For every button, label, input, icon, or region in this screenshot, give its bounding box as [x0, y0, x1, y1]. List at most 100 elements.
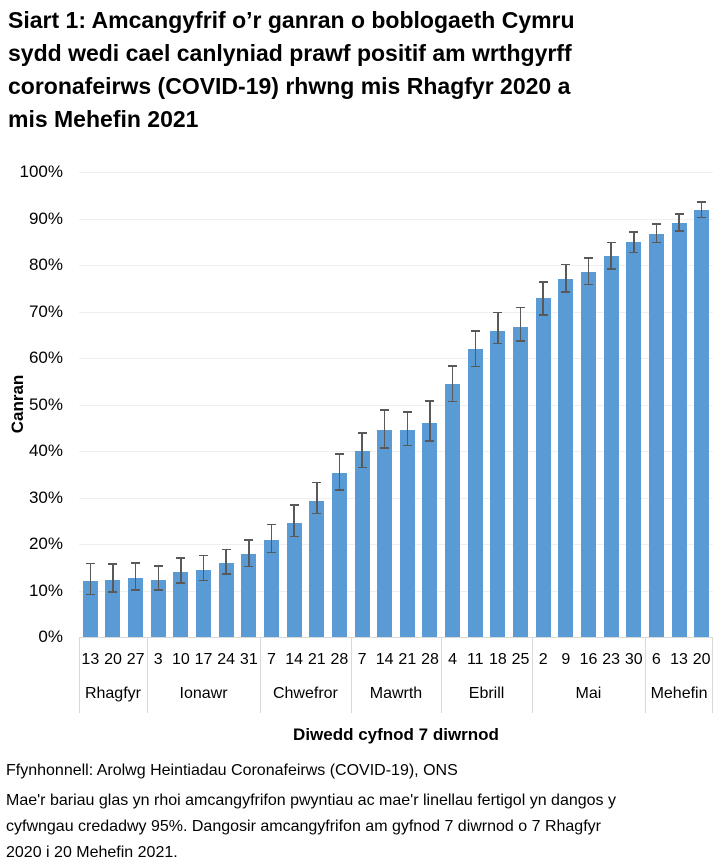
error-bar-cap-top	[674, 213, 684, 215]
error-bar-line	[587, 257, 590, 286]
error-bar-line	[542, 281, 544, 316]
error-bar-line	[112, 563, 114, 593]
y-tick-label: 80%	[28, 255, 63, 274]
x-date-label: 13	[670, 651, 688, 668]
error-bar-line	[700, 201, 703, 219]
error-bar-cap-top	[561, 263, 571, 266]
x-date-label: 11	[466, 651, 484, 668]
x-month-label: Mai	[575, 685, 602, 702]
error-bar-line	[474, 330, 476, 368]
x-date-label: 17	[194, 651, 213, 668]
bar	[309, 500, 325, 637]
error-bar-line	[202, 554, 205, 582]
error-bar-cap-bottom	[516, 340, 526, 342]
error-bar-cap-bottom	[312, 512, 322, 515]
x-axis-separator	[79, 638, 80, 713]
bar	[535, 298, 551, 637]
error-bar-cap-top	[606, 241, 616, 244]
bar	[82, 581, 98, 637]
error-bar-line	[361, 432, 363, 469]
y-gridline	[79, 451, 713, 452]
bar	[399, 430, 415, 637]
error-bar-line	[270, 523, 273, 554]
error-bar-cap-top	[516, 306, 526, 309]
error-bar-line	[406, 411, 409, 447]
x-axis-separator	[531, 638, 533, 713]
error-bar-cap-top	[402, 411, 412, 413]
error-bar-cap-bottom	[380, 447, 390, 449]
bar	[331, 473, 347, 637]
x-axis-separator	[260, 638, 262, 713]
error-bar-cap-top	[538, 281, 548, 283]
x-date-label: 21	[398, 651, 417, 668]
error-bar-cap-bottom	[425, 440, 435, 442]
error-bar-cap-top	[289, 504, 299, 506]
x-axis-separator	[712, 638, 713, 713]
error-bar-cap-bottom	[606, 268, 616, 270]
error-bar-cap-top	[85, 562, 95, 565]
error-bar-line	[655, 223, 658, 244]
x-month-label: Chwefror	[272, 685, 338, 702]
error-bar-line	[519, 306, 522, 342]
error-bar-cap-top	[334, 453, 344, 455]
y-tick-label: 10%	[28, 580, 63, 600]
error-bar-cap-top	[244, 539, 254, 541]
x-month-label: Mehefin	[650, 685, 708, 702]
error-bar-cap-bottom	[244, 565, 254, 568]
bar	[558, 278, 574, 637]
bar	[603, 255, 619, 637]
error-bar-cap-top	[266, 523, 276, 526]
x-date-label: 14	[375, 651, 394, 668]
x-date-label: 2	[538, 651, 548, 668]
error-bar-cap-bottom	[131, 589, 141, 591]
x-month-label: Mawrth	[369, 685, 423, 702]
y-tick-label: 90%	[28, 208, 63, 228]
bar	[422, 423, 438, 637]
x-date-label: 25	[511, 651, 530, 668]
error-bar-cap-top	[199, 554, 209, 557]
error-bar-line	[610, 241, 612, 270]
bar	[105, 579, 121, 637]
error-bar-cap-bottom	[199, 579, 209, 582]
y-tick-label: 20%	[28, 534, 63, 553]
error-bar-cap-bottom	[176, 582, 186, 584]
bar	[128, 577, 144, 637]
error-bar-line	[134, 562, 137, 591]
chart-area: 13 20 27 3 10 17 24 31 7 14 21 28 7 14 21 28 4 11 18 25 2 9 16…	[79, 172, 713, 713]
error-bar-cap-top	[583, 257, 593, 259]
source-text: Ffynhonnell: Arolwg Heintiadau Coronafei…	[6, 762, 458, 779]
x-date-label: 30	[624, 651, 643, 668]
chart-title-line: Siart 1: Amcangyfrif o’r ganran o boblog…	[8, 7, 575, 33]
x-date-label: 20	[692, 651, 711, 668]
y-gridline	[79, 358, 713, 359]
error-bar-cap-bottom	[266, 551, 276, 554]
bar	[694, 210, 710, 637]
x-date-label: 28	[330, 651, 349, 668]
error-bar-cap-bottom	[334, 489, 344, 491]
error-bar-line	[180, 557, 182, 584]
error-bar-cap-top	[470, 330, 480, 332]
footnote-line: Mae'r bariau glas yn rhoi amcangyfrifon …	[6, 792, 616, 809]
error-bar-cap-top	[493, 311, 503, 314]
footnote-line: 2020 i 20 Mehefin 2021.	[6, 844, 178, 861]
y-tick-label: 50%	[28, 394, 63, 414]
error-bar-cap-top	[176, 557, 186, 559]
error-bar-cap-bottom	[470, 365, 480, 368]
error-bar-line	[565, 263, 567, 293]
chart-title: Siart 1: Amcangyfrif o’r ganran o boblog…	[8, 4, 720, 136]
x-month-label: Rhagfyr	[84, 685, 141, 702]
x-date-label: 28	[421, 651, 439, 668]
x-date-label: 14	[285, 651, 303, 668]
y-gridline	[79, 497, 713, 499]
x-axis-title: Diwedd cyfnod 7 diwrnod	[293, 725, 499, 744]
y-axis-labels: 0% 10% 20% 30% 40% 50% 60% 70% 80% 90% 100%	[0, 162, 63, 646]
bar	[196, 570, 212, 637]
x-date-label: 20	[104, 651, 122, 668]
y-gridline	[79, 311, 713, 313]
y-gridline	[79, 265, 713, 266]
error-bar-cap-bottom	[402, 444, 412, 447]
error-bar-cap-bottom	[651, 241, 661, 244]
x-month-label: Ionawr	[179, 685, 228, 702]
bar	[263, 540, 279, 637]
x-date-label: 24	[217, 651, 236, 668]
